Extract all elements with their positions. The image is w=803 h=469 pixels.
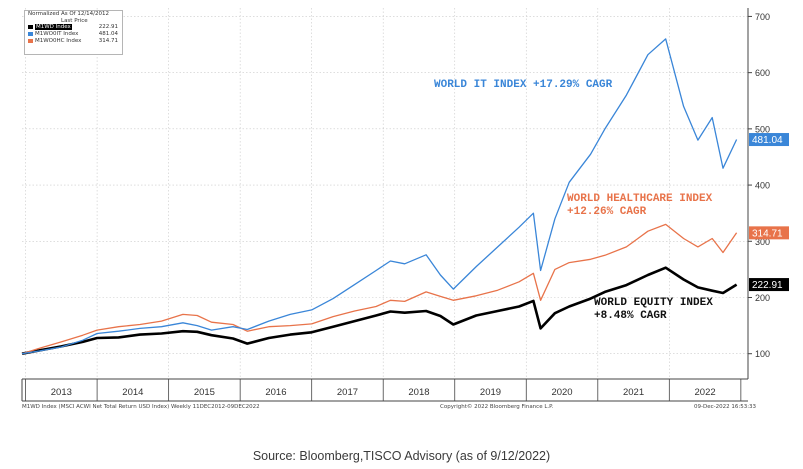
legend-item-value: 222.91 [98, 24, 118, 30]
gridlines [22, 8, 748, 379]
series-line [21, 38, 738, 355]
source-caption: Source: Bloomberg,TISCO Advisory (as of … [252, 449, 551, 463]
legend-item-value: 314.71 [98, 38, 118, 44]
y-tick-label: 300 [755, 237, 770, 247]
y-tick-label: 700 [755, 12, 770, 22]
it-annotation: WORLD IT INDEX +17.29% CAGR [434, 79, 613, 91]
footer-copyright: Copyright© 2022 Bloomberg Finance L.P. [440, 404, 554, 410]
y-tick-label: 400 [755, 181, 770, 191]
legend-swatch [28, 31, 33, 36]
chart-annotations: WORLD IT INDEX +17.29% CAGR WORLD HEALTH… [434, 79, 713, 322]
legend-header: Normalized As Of 12/14/2012 [28, 11, 110, 17]
last-price-tag [749, 226, 789, 240]
x-tick-label: 2016 [265, 387, 286, 398]
x-tick-label: 2017 [337, 387, 358, 398]
y-tick-label: 200 [755, 293, 770, 303]
y-tick-label: 600 [755, 68, 770, 78]
last-price-label: 481.04 [752, 135, 783, 146]
legend-item-label: M1WO0IT Index [35, 31, 79, 37]
y-tick-label: 500 [755, 124, 770, 134]
last-price-label: 314.71 [752, 228, 783, 239]
y-tick-label: 100 [755, 349, 770, 359]
legend: Normalized As Of 12/14/2012 Last Price M… [24, 10, 123, 55]
x-tick-label: 2021 [623, 387, 644, 398]
last-price-label: 222.91 [752, 280, 783, 291]
footer-description: M1WD Index (MSCI ACWI Net Total Return U… [22, 404, 260, 410]
axes: 100 200 300 400 500 600 700 2013 2014 2015 2016 201… [21, 8, 770, 402]
x-tick-label: 2013 [51, 387, 72, 398]
x-tick-label: 2014 [122, 387, 143, 398]
legend-subheader: Last Price [61, 17, 88, 24]
legend-swatch [28, 38, 33, 43]
footer-timestamp: 09-Dec-2022 16:53:33 [694, 404, 757, 410]
eq-annotation-line2: +8.48% CAGR [594, 310, 667, 322]
legend-item-m1wd: M1WD Index 222.91 [25, 24, 122, 31]
last-price-tag [749, 278, 789, 292]
legend-item-label: M1WO0HC Index [35, 38, 82, 44]
x-tick-label: 2022 [695, 387, 716, 398]
legend-item-m1wo0hc: M1WO0HC Index 314.71 [25, 38, 122, 45]
eq-annotation-line1: WORLD EQUITY INDEX [594, 297, 713, 309]
legend-item-label: M1WD Index [35, 24, 72, 30]
last-price-tag [749, 133, 789, 147]
series-lines [21, 38, 738, 355]
x-tick-label: 2015 [194, 387, 215, 398]
last-price-tags: 222.91 481.04 314.71 [749, 133, 789, 292]
series-line [21, 266, 738, 355]
series-line [21, 223, 738, 355]
legend-item-m1wo0it: M1WO0IT Index 481.04 [25, 31, 122, 38]
legend-swatch [28, 24, 33, 29]
x-tick-label: 2019 [480, 387, 501, 398]
hc-annotation-line1: WORLD HEALTHCARE INDEX [567, 193, 713, 205]
x-tick-label: 2020 [551, 387, 572, 398]
hc-annotation-line2: +12.26% CAGR [567, 206, 647, 218]
legend-item-value: 481.04 [98, 31, 118, 37]
x-tick-label: 2018 [408, 387, 429, 398]
